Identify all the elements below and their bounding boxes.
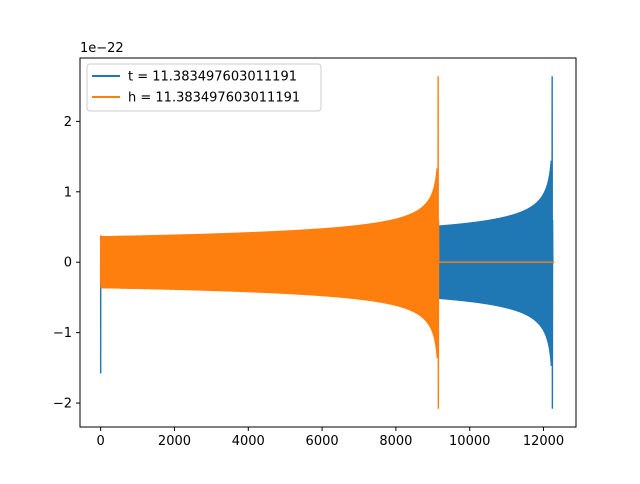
y-offset-label: 1e−22 [80,41,124,56]
x-tick-label: 4000 [232,434,265,449]
series-layer [99,76,555,409]
x-tick-label: 10000 [449,434,490,449]
legend-box [86,63,322,112]
y-tick-label: 0 [64,256,72,271]
series-h-line [99,76,555,409]
y-tick-label: 2 [64,115,72,130]
y-tick-label: −2 [53,397,72,412]
y-tick-label: −1 [53,326,72,341]
x-tick-label: 2000 [158,434,191,449]
axes-frame [79,57,577,428]
y-tick-label: 1 [64,185,72,200]
legend-label-t: t = 11.383497603011191 [128,70,297,85]
x-tick-label: 6000 [306,434,339,449]
legend: t = 11.383497603011191 h = 11.3834976030… [86,63,322,112]
x-tick-label: 8000 [379,434,412,449]
x-axis-ticks: 0 2000 4000 6000 8000 10000 12000 [97,427,564,449]
y-axis-ticks: −2 −1 0 1 2 [53,115,80,412]
x-tick-label: 12000 [523,434,564,449]
legend-label-h: h = 11.383497603011191 [128,91,300,106]
x-tick-label: 0 [97,434,105,449]
